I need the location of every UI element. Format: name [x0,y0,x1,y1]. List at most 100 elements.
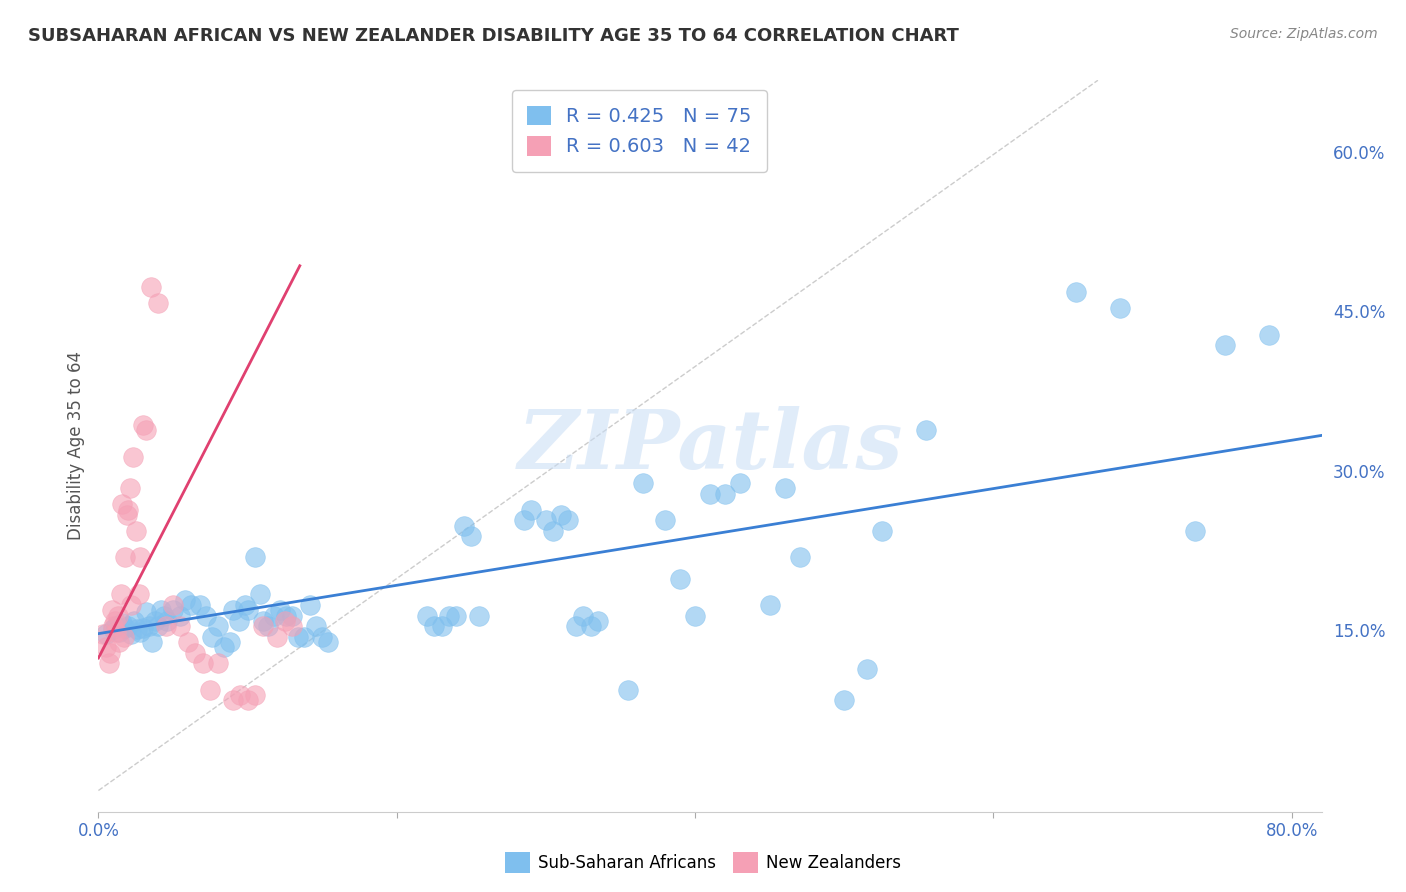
Point [112,630,135,644]
Point [579,619,602,633]
Legend: Sub-Saharan Africans, New Zealanders: Sub-Saharan Africans, New Zealanders [498,846,908,880]
Point [415,608,437,623]
Point [263,608,285,623]
Point [120,598,142,612]
Point [281,619,304,633]
Point [1184,524,1206,538]
Point [156,614,179,628]
Point [699,486,721,500]
Point [141,635,163,649]
Point [512,513,534,527]
Point [98,646,121,660]
Point [94,640,117,655]
Point [139,280,162,294]
Point [1109,301,1132,316]
Point [103,619,125,633]
Point [110,587,132,601]
Point [162,603,184,617]
Point [276,608,298,623]
Point [129,624,152,639]
Point [550,508,572,522]
Point [229,688,252,702]
Point [915,423,938,437]
Point [669,572,692,586]
Point [138,619,160,633]
Point [125,524,148,538]
Point [728,476,751,491]
Point [855,662,877,676]
Point [557,513,579,527]
Point [281,608,304,623]
Text: 15.0%: 15.0% [1333,623,1385,640]
Point [1064,285,1087,300]
Point [305,619,328,633]
Point [146,619,169,633]
Point [543,524,565,538]
Point [236,693,259,707]
Point [468,608,491,623]
Point [460,529,482,543]
Text: Source: ZipAtlas.com: Source: ZipAtlas.com [1230,27,1378,41]
Point [188,598,211,612]
Point [269,603,291,617]
Point [184,646,207,660]
Point [143,614,166,628]
Point [1213,338,1236,352]
Point [520,502,543,516]
Point [773,482,796,496]
Point [177,635,200,649]
Legend: R = 0.425   N = 75, R = 0.603   N = 42: R = 0.425 N = 75, R = 0.603 N = 42 [512,90,768,172]
Point [114,550,136,565]
Point [200,682,222,697]
Point [111,497,134,511]
Point [194,608,217,623]
Point [789,550,811,565]
Point [311,630,333,644]
Point [105,619,128,633]
Point [155,619,177,633]
Point [97,657,120,671]
Point [162,598,184,612]
Point [118,482,141,496]
Point [654,513,676,527]
Point [135,423,157,437]
Point [132,621,155,635]
Point [191,657,214,671]
Point [101,603,124,617]
Point [114,621,136,635]
Point [121,450,143,464]
Text: SUBSAHARAN AFRICAN VS NEW ZEALANDER DISABILITY AGE 35 TO 64 CORRELATION CHART: SUBSAHARAN AFRICAN VS NEW ZEALANDER DISA… [28,27,959,45]
Point [430,619,453,633]
Point [316,635,339,649]
Point [127,623,149,637]
Point [565,619,588,633]
Point [266,630,288,644]
Point [128,587,150,601]
Point [104,614,127,628]
Point [150,603,173,617]
Point [437,608,460,623]
Point [832,693,855,707]
Y-axis label: Disability Age 35 to 64: Disability Age 35 to 64 [66,351,84,541]
Point [108,635,131,649]
Point [257,619,280,633]
Point [107,608,129,623]
Point [91,626,114,640]
Point [146,296,169,310]
Point [169,619,191,633]
Point [236,603,259,617]
Point [103,623,125,637]
Point [252,619,274,633]
Point [218,635,240,649]
Point [221,693,243,707]
Point [221,603,243,617]
Point [129,550,152,565]
Point [572,608,595,623]
Point [252,614,274,628]
Point [153,608,176,623]
Point [212,640,235,655]
Point [292,630,315,644]
Text: ZIPatlas: ZIPatlas [517,406,903,486]
Point [201,630,224,644]
Point [117,619,139,633]
